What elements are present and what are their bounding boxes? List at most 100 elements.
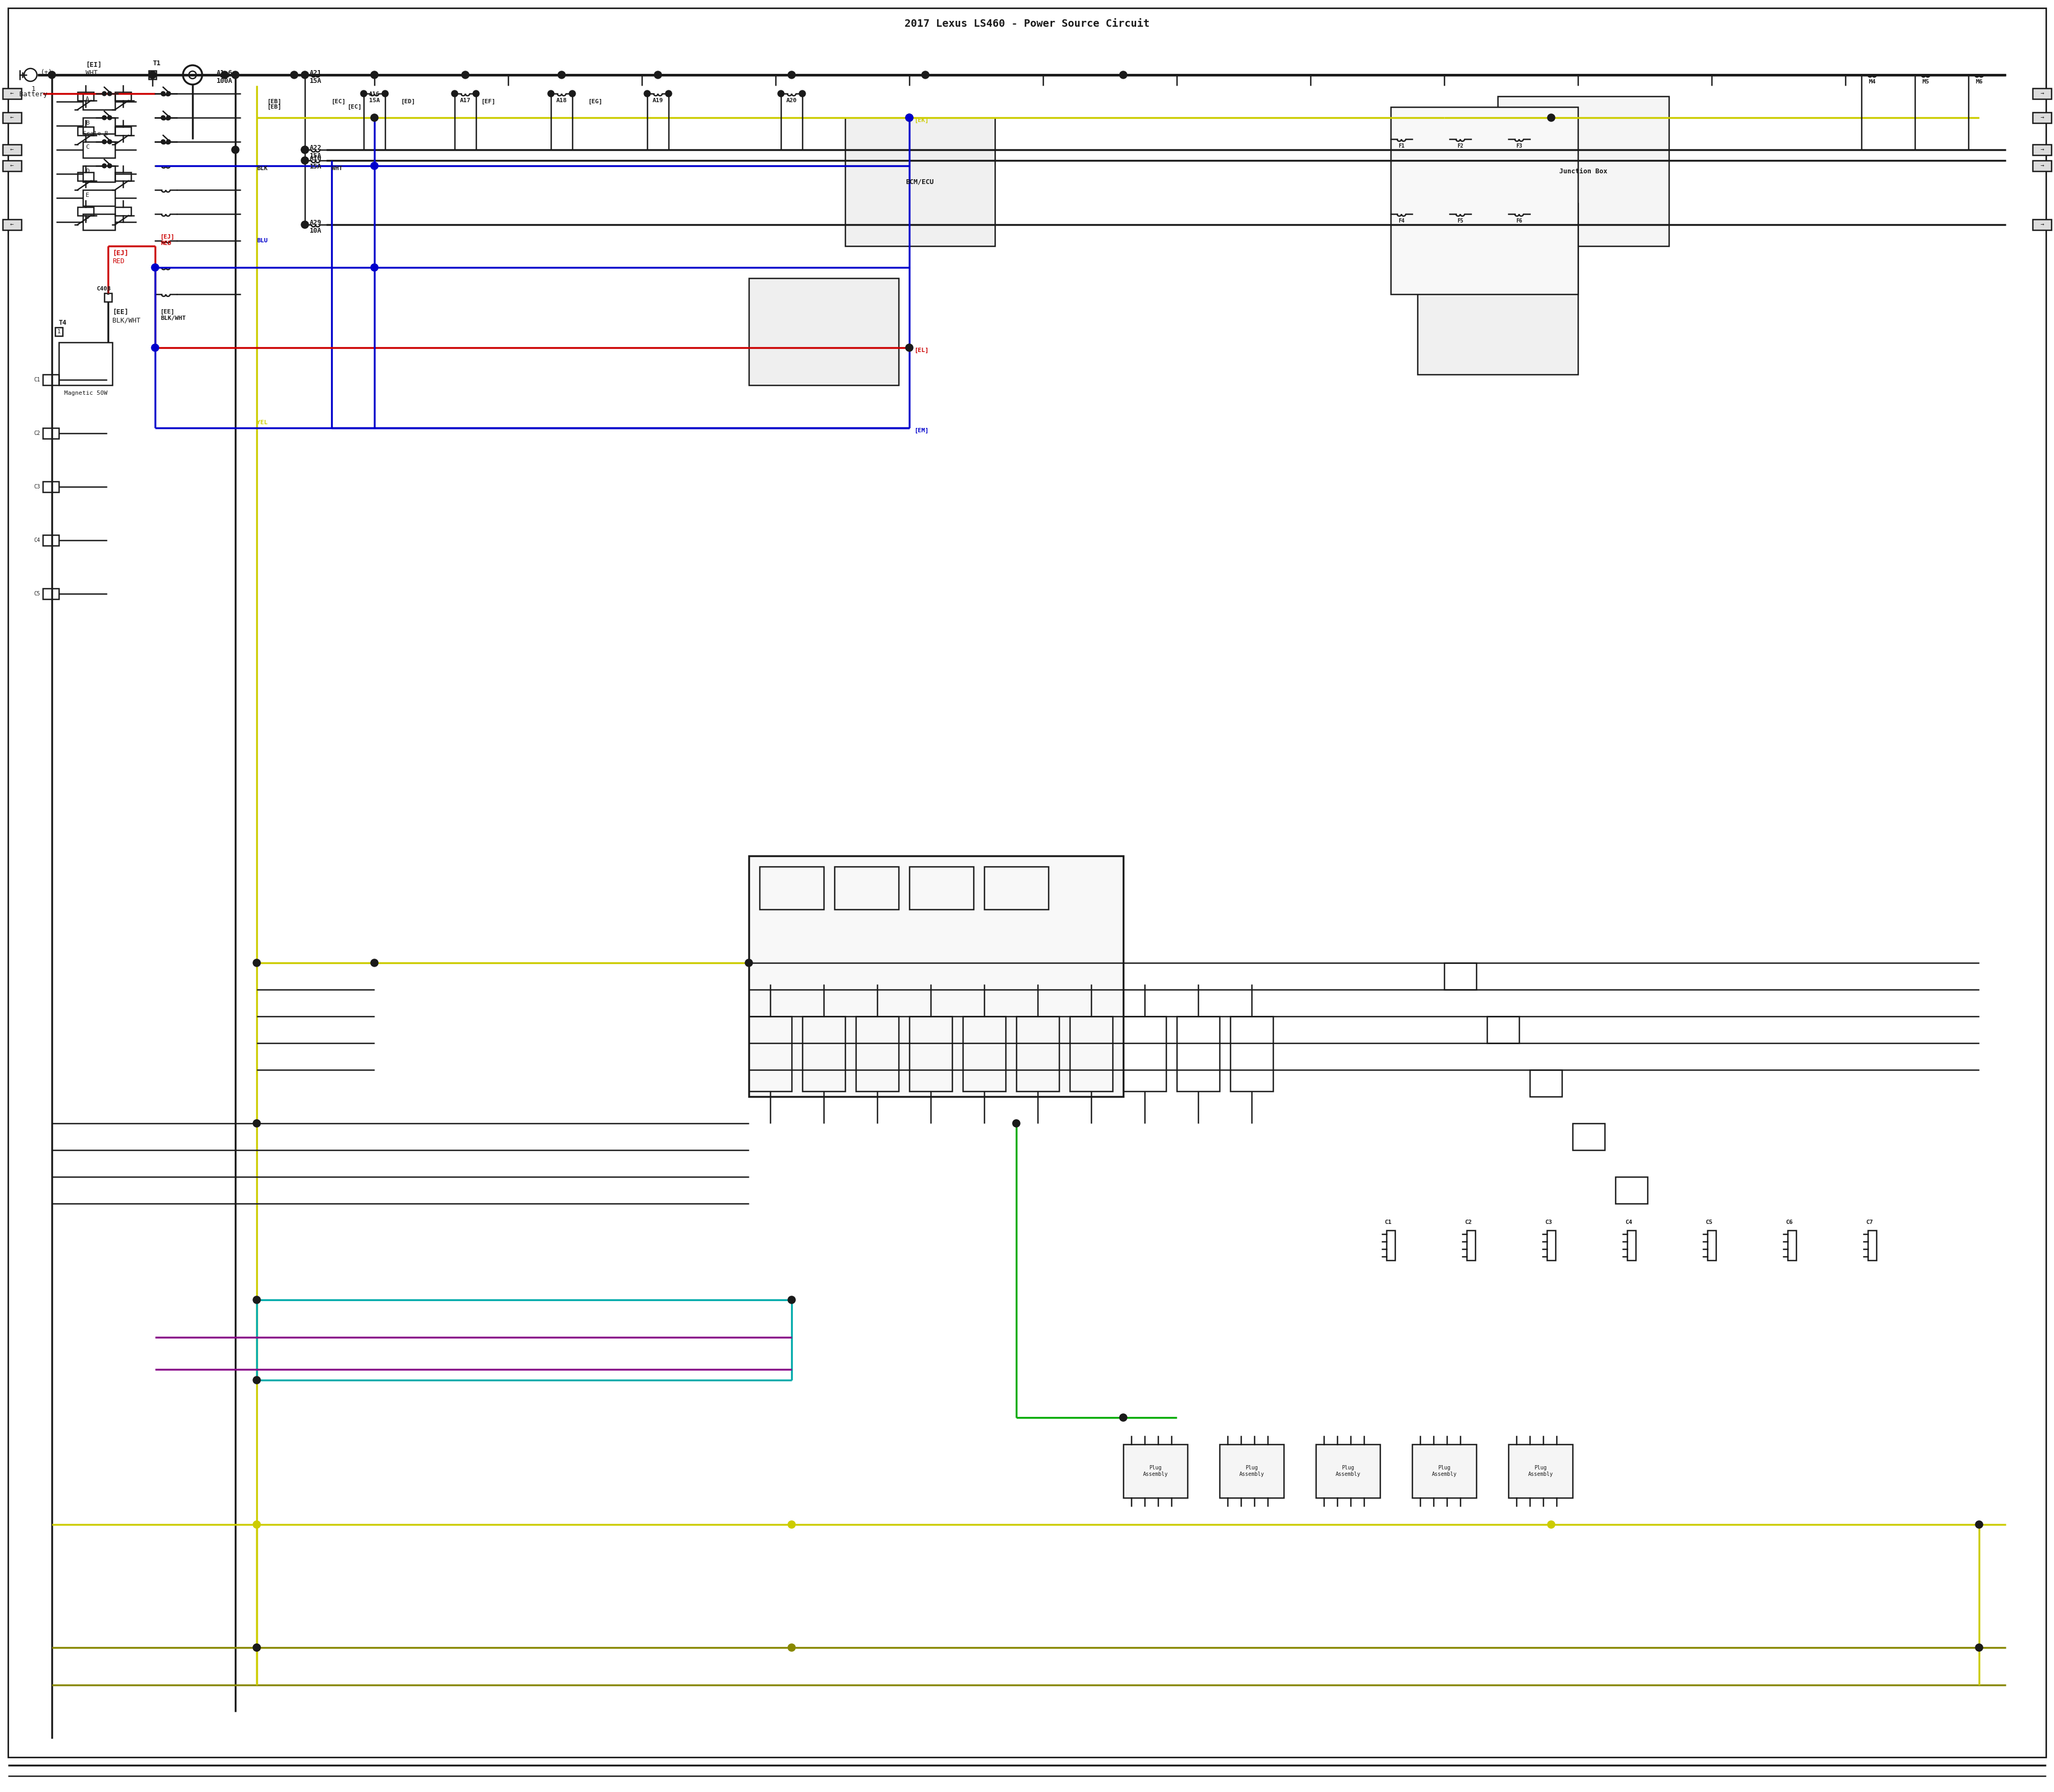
Text: Junction Box: Junction Box	[1559, 168, 1608, 174]
Bar	[1530, 1070, 1561, 1097]
Bar	[1497, 97, 1668, 246]
Text: E: E	[86, 192, 88, 197]
Text: A29
10A: A29 10A	[310, 219, 322, 235]
Circle shape	[370, 959, 378, 966]
Text: [EM]: [EM]	[914, 428, 928, 434]
Text: YEL: YEL	[257, 419, 267, 425]
Bar	[148, 70, 156, 79]
Text: A16
15A: A16 15A	[370, 91, 380, 104]
Circle shape	[370, 72, 378, 79]
Circle shape	[222, 72, 228, 79]
Circle shape	[362, 90, 368, 97]
Circle shape	[452, 90, 458, 97]
Bar	[910, 1016, 953, 1091]
Circle shape	[1976, 1521, 1982, 1529]
Bar	[43, 375, 60, 385]
Circle shape	[107, 91, 111, 95]
Circle shape	[370, 263, 378, 271]
Text: C: C	[86, 145, 88, 151]
Text: B: B	[86, 120, 88, 125]
Text: RED: RED	[113, 258, 125, 265]
Text: 1: 1	[31, 86, 35, 93]
Text: F: F	[86, 217, 88, 222]
Text: [EB]: [EB]	[267, 99, 281, 104]
Circle shape	[665, 90, 672, 97]
Text: [EE]: [EE]	[113, 308, 127, 315]
Circle shape	[1013, 1120, 1021, 1127]
Text: ←: ←	[10, 222, 14, 228]
Bar	[1707, 1231, 1715, 1260]
Bar	[2033, 161, 2052, 172]
Circle shape	[103, 140, 107, 143]
Text: Battery: Battery	[18, 91, 47, 99]
Circle shape	[253, 1296, 261, 1303]
Text: C408: C408	[97, 287, 111, 292]
Bar	[1487, 1016, 1520, 1043]
Bar	[82, 167, 115, 181]
Circle shape	[166, 91, 170, 95]
Bar	[1467, 1231, 1475, 1260]
Bar	[1177, 1016, 1220, 1091]
Bar	[2, 219, 21, 229]
Bar	[750, 857, 1124, 1097]
Bar	[1017, 1016, 1060, 1091]
Bar	[1444, 962, 1477, 989]
Circle shape	[160, 140, 164, 143]
Circle shape	[1119, 72, 1128, 79]
Circle shape	[107, 115, 111, 120]
Circle shape	[1547, 115, 1555, 122]
Circle shape	[789, 72, 795, 79]
Text: 1: 1	[107, 290, 109, 296]
Circle shape	[253, 1120, 261, 1127]
Circle shape	[103, 91, 107, 95]
Bar	[1386, 1231, 1395, 1260]
Circle shape	[103, 163, 107, 168]
Bar	[82, 213, 115, 229]
Text: →: →	[2040, 163, 2044, 168]
Circle shape	[653, 72, 661, 79]
Text: Plug
Assembly: Plug Assembly	[1432, 1466, 1456, 1477]
Bar	[105, 294, 111, 301]
Text: C1: C1	[33, 376, 41, 382]
Bar	[115, 172, 131, 181]
Text: BCM/ECU: BCM/ECU	[906, 179, 935, 185]
Text: T4: T4	[60, 319, 68, 326]
Text: BLU: BLU	[257, 238, 267, 244]
Text: F3: F3	[1516, 143, 1522, 149]
Text: Plug
Assembly: Plug Assembly	[1239, 1466, 1263, 1477]
Text: A: A	[86, 97, 88, 102]
Bar	[1220, 1444, 1284, 1498]
Circle shape	[166, 140, 170, 143]
Circle shape	[1119, 1414, 1128, 1421]
Text: C5: C5	[1705, 1220, 1713, 1226]
Bar	[1230, 1016, 1273, 1091]
Bar	[1627, 1231, 1635, 1260]
Bar	[60, 342, 113, 385]
Bar	[844, 118, 994, 246]
Circle shape	[382, 90, 388, 97]
Text: ←: ←	[10, 147, 14, 152]
Text: F5: F5	[1456, 219, 1462, 224]
Text: F6: F6	[1516, 219, 1522, 224]
Text: [EL]: [EL]	[914, 348, 928, 353]
Text: [EJ]
RED: [EJ] RED	[160, 235, 175, 246]
Text: F1: F1	[1399, 143, 1405, 149]
Bar	[1508, 1444, 1573, 1498]
Bar	[1573, 1124, 1604, 1150]
Bar	[910, 867, 974, 909]
Bar	[82, 93, 115, 109]
Text: A17: A17	[460, 99, 470, 104]
Text: C4: C4	[1625, 1220, 1633, 1226]
Circle shape	[253, 1643, 261, 1650]
Text: BLK/WHT: BLK/WHT	[113, 317, 140, 324]
Bar	[2033, 88, 2052, 99]
Bar	[984, 867, 1048, 909]
Bar	[834, 867, 900, 909]
Bar	[1413, 1444, 1477, 1498]
Bar	[2033, 113, 2052, 124]
Circle shape	[166, 115, 170, 120]
Text: →: →	[2040, 222, 2044, 228]
Circle shape	[906, 344, 914, 351]
Bar	[43, 588, 60, 599]
Text: 1: 1	[58, 330, 62, 335]
